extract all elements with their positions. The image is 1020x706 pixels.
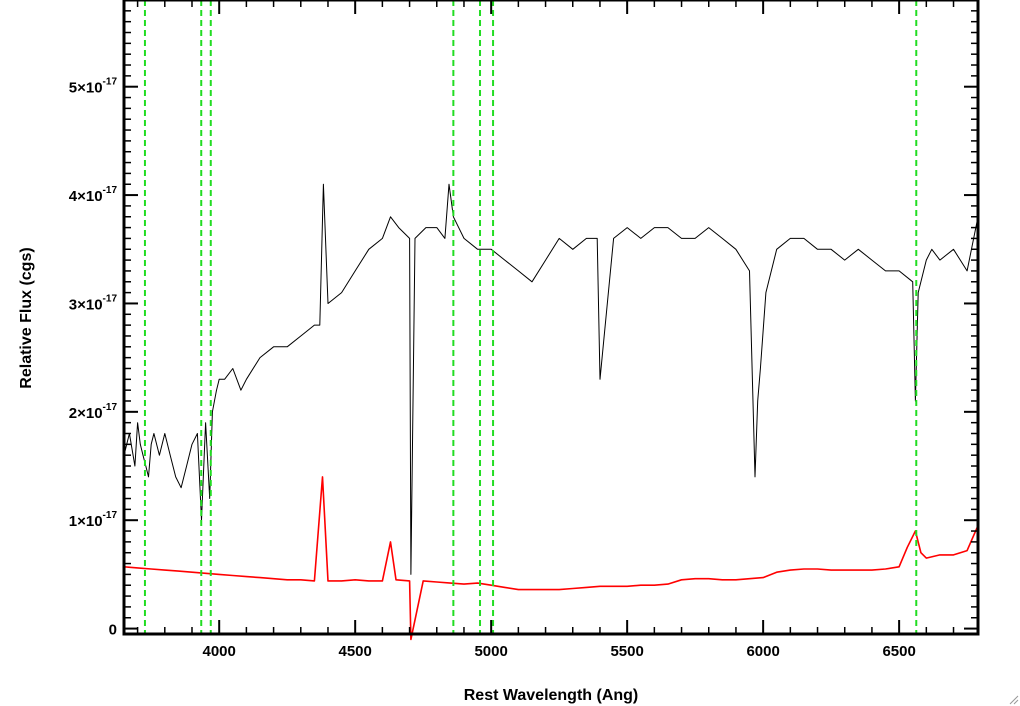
spectrum-flux-line bbox=[123, 183, 979, 575]
y-tick-label: 1×10-17 bbox=[69, 510, 118, 530]
x-axis-title: Rest Wavelength (Ang) bbox=[464, 687, 639, 704]
spectrum-error-line bbox=[123, 476, 979, 641]
y-tick-label: 3×10-17 bbox=[69, 293, 118, 313]
x-tick-label: 4500 bbox=[338, 643, 371, 660]
y-tick-label: 0 bbox=[109, 622, 117, 639]
x-tick-label: 4000 bbox=[203, 643, 236, 660]
x-tick-label: 6500 bbox=[882, 643, 915, 660]
x-tick-label: 5000 bbox=[474, 643, 507, 660]
x-tick-label: 6000 bbox=[746, 643, 779, 660]
y-tick-label: 4×10-17 bbox=[69, 185, 118, 205]
plot-area bbox=[123, 0, 979, 641]
x-tick-label: 5500 bbox=[610, 643, 643, 660]
axis-ticks: 4000 4500 5000 5500 6000 6500 0 1×10-17 2×10-17 3… bbox=[69, 0, 978, 660]
y-axis-title: Relative Flux (cgs) bbox=[18, 247, 35, 388]
y-tick-label: 2×10-17 bbox=[69, 402, 118, 422]
resize-grip-icon[interactable] bbox=[1009, 695, 1019, 705]
y-tick-label: 5×10-17 bbox=[69, 77, 118, 97]
plot-frame bbox=[122, 0, 980, 636]
